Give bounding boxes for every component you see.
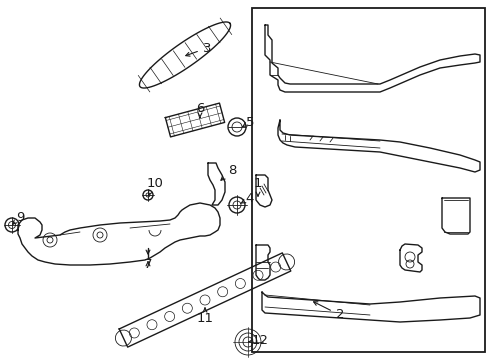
Text: 7: 7 xyxy=(143,258,152,271)
Text: 5: 5 xyxy=(242,116,254,129)
Text: 12: 12 xyxy=(248,333,268,346)
Text: 1: 1 xyxy=(253,176,262,196)
Text: 9: 9 xyxy=(13,211,24,224)
Bar xyxy=(251,8,484,352)
Text: 3: 3 xyxy=(185,41,211,56)
Text: 6: 6 xyxy=(195,102,204,117)
Text: 11: 11 xyxy=(196,308,213,324)
Text: 4: 4 xyxy=(240,192,254,204)
Text: 8: 8 xyxy=(221,163,236,180)
Text: 2: 2 xyxy=(313,302,344,321)
Text: 10: 10 xyxy=(146,176,163,195)
